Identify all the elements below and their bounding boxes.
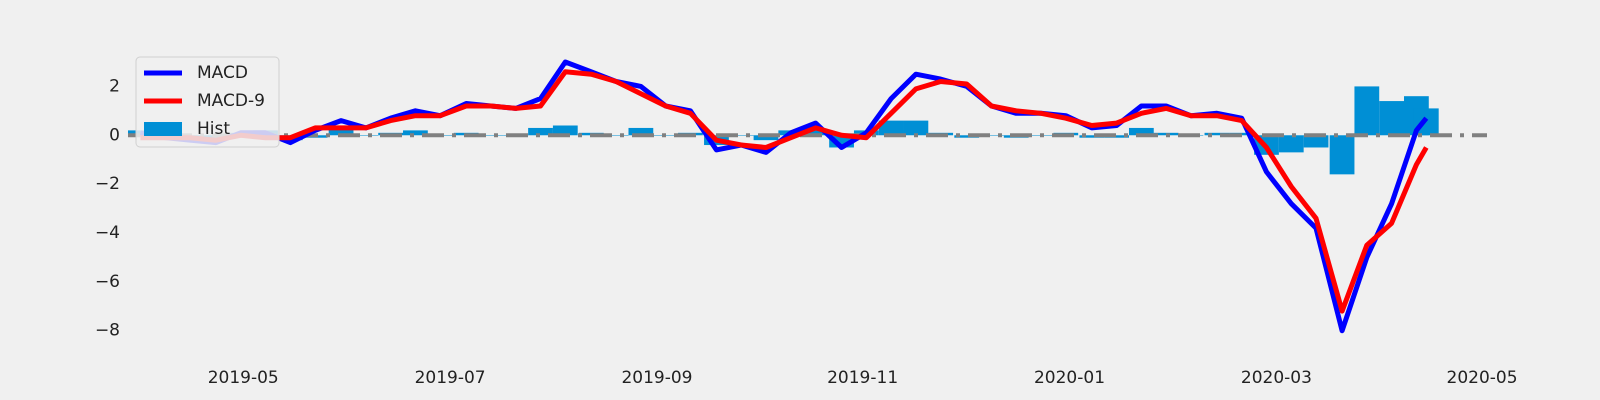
x-tick-label: 2019-05 [208,368,279,388]
hist-bar [603,135,629,136]
hist-bar [979,135,1004,136]
hist-bar [954,135,980,138]
hist-bar [1354,86,1380,136]
hist-bar [1204,132,1230,136]
hist-bar [753,135,779,141]
legend-label: MACD [197,63,248,83]
y-tick-label: −8 [95,321,120,341]
y-tick-label: 2 [109,76,120,96]
hist-bar [803,130,828,136]
hist-bar [328,127,354,136]
hist-bar [353,135,379,136]
line [139,59,1429,334]
hist-bar [728,135,754,136]
hist-bar [1278,135,1304,153]
x-tick-label: 2020-01 [1034,368,1105,388]
hist-bar [1079,135,1105,138]
y-tick-label: −6 [95,272,120,292]
hist-bar [1104,135,1129,138]
legend-label: MACD-9 [197,91,265,111]
hist-bar [403,130,428,136]
x-tick-label: 2019-09 [621,368,692,388]
hist-bar [478,135,504,136]
y-tick-label: −4 [95,223,120,243]
hist-bar [1303,135,1329,148]
legend-label: Hist [197,119,230,139]
hist-bar [528,127,553,136]
x-tick-label: 2019-11 [827,368,898,388]
line [140,69,1429,314]
y-tick-label: −2 [95,174,120,194]
x-tick-label: 2020-03 [1241,368,1312,388]
y-tick-label: 0 [109,125,120,145]
x-tick-label: 2019-07 [415,368,486,388]
legend-swatch [144,122,182,136]
hist-bar [903,120,929,136]
hist-bar [552,125,578,136]
hist-bar [878,120,904,136]
hist-bar [1329,135,1355,175]
hist-bar [628,127,654,136]
hist-bar [1128,127,1154,136]
legend: MACD MACD-9 Hist [135,56,280,148]
x-tick-label: 2020-05 [1447,368,1518,388]
hist-bar [1379,101,1404,136]
